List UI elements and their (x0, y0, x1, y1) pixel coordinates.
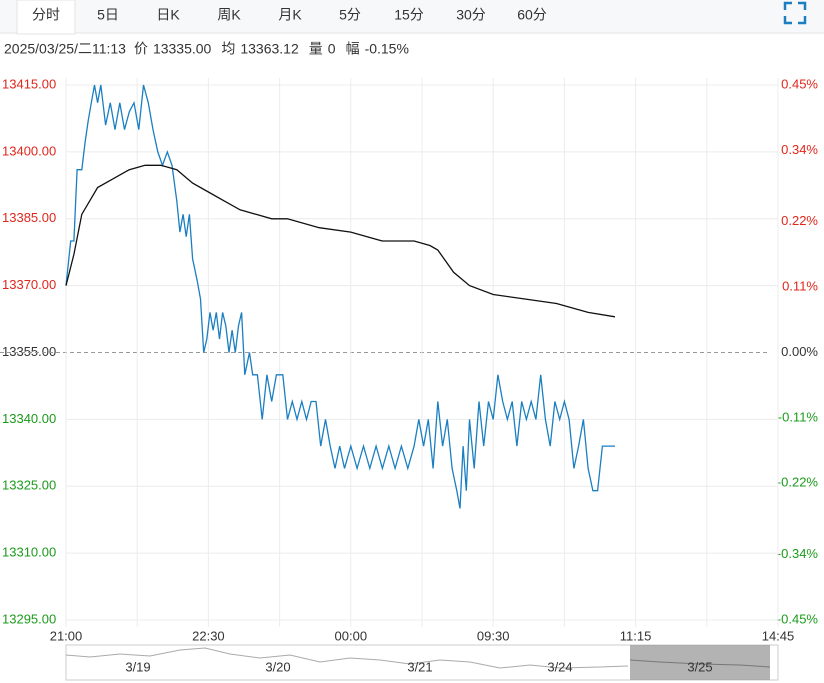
y2-tick-label: -0.22% (777, 475, 819, 490)
tab[interactable]: 5日 (97, 7, 119, 23)
navigator-label: 3/24 (547, 659, 572, 674)
y2-tick-label: 0.00% (781, 344, 818, 359)
tab[interactable]: 30分 (456, 7, 486, 23)
tab[interactable]: 15分 (394, 7, 424, 23)
tab[interactable]: 周K (217, 7, 241, 23)
y2-tick-label: 0.45% (781, 76, 818, 91)
info-text: -0.15% (365, 41, 409, 57)
tab[interactable]: 分时 (32, 7, 60, 23)
y2-tick-label: 0.22% (781, 213, 818, 228)
y-tick-label: 13325.00 (2, 478, 56, 493)
y-tick-label: 13310.00 (2, 545, 56, 560)
x-tick-label: 14:45 (762, 628, 795, 643)
info-text: 幅 (346, 41, 360, 57)
active-tab-bg (16, 0, 76, 35)
tab-bar (0, 0, 824, 33)
y2-tick-label: -0.11% (778, 409, 819, 424)
x-tick-label: 22:30 (192, 628, 225, 643)
y-tick-label: 13370.00 (2, 277, 56, 292)
navigator-label: 3/19 (125, 659, 150, 674)
tab[interactable]: 日K (156, 7, 180, 23)
y2-tick-label: -0.34% (777, 546, 819, 561)
y2-tick-label: 0.34% (781, 142, 818, 157)
navigator-sparkline (629, 659, 771, 668)
navigator-sparkline (65, 647, 629, 669)
info-text: 价 (134, 41, 148, 57)
x-tick-label: 09:30 (477, 628, 510, 643)
y-tick-label: 13295.00 (2, 611, 56, 626)
y-tick-label: 13355.00 (2, 344, 56, 359)
price-line (65, 164, 616, 318)
info-text: 13363.12 (240, 41, 299, 57)
y-tick-label: 13415.00 (2, 76, 56, 91)
price-line (65, 84, 615, 509)
y-tick-label: 13400.00 (2, 143, 56, 158)
fullscreen-icon[interactable] (783, 1, 807, 25)
tab[interactable]: 5分 (339, 7, 361, 23)
info-text: 13335.00 (153, 41, 212, 57)
y2-tick-label: 0.11% (782, 279, 818, 294)
y-tick-label: 13340.00 (2, 411, 56, 426)
navigator-selection[interactable] (630, 645, 770, 680)
navigator-label: 3/20 (265, 659, 290, 674)
tab[interactable]: 60分 (517, 7, 547, 23)
y2-tick-label: -0.45% (777, 611, 819, 626)
info-text: 2025/03/25/二11:13 (4, 41, 126, 57)
navigator-label: 3/25 (687, 659, 712, 674)
y-tick-label: 13385.00 (2, 210, 56, 225)
info-text: 量 (309, 41, 323, 57)
info-text: 0 (328, 41, 336, 57)
tab[interactable]: 月K (278, 7, 302, 23)
navigator-label: 3/21 (407, 659, 432, 674)
x-tick-label: 21:00 (50, 628, 83, 643)
info-text: 均 (221, 41, 235, 57)
x-tick-label: 00:00 (335, 628, 368, 643)
x-tick-label: 11:15 (620, 628, 652, 643)
